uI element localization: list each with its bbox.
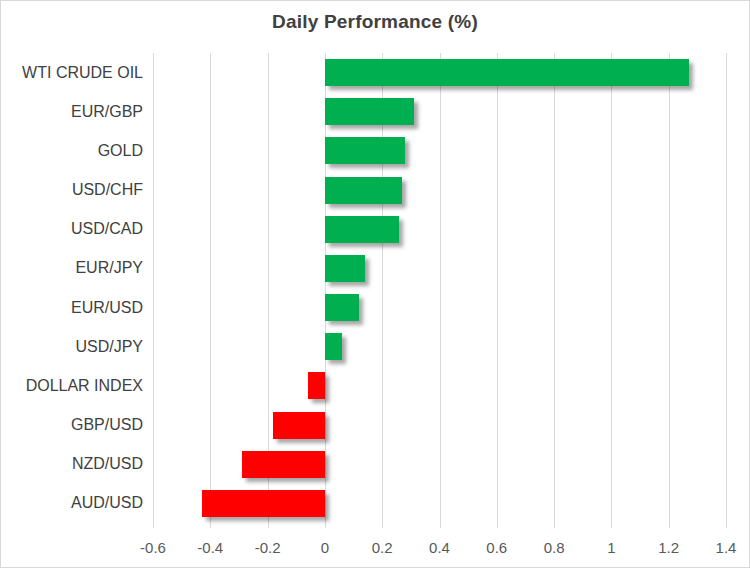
category-label: USD/CAD: [1, 210, 143, 249]
bar-eur-jpy: [325, 255, 365, 282]
x-tick-label: 0.2: [352, 539, 412, 556]
x-tick-label: 1.2: [639, 539, 699, 556]
gridline: [440, 53, 441, 528]
gridline: [210, 53, 211, 528]
x-tick-label: 0: [295, 539, 355, 556]
bar-eur-gbp: [325, 98, 414, 125]
category-label: GOLD: [1, 131, 143, 170]
bar-gold: [325, 137, 405, 164]
bar-usd-cad: [325, 216, 399, 243]
bar-usd-jpy: [325, 333, 342, 360]
bar-nzd-usd: [242, 451, 325, 478]
x-tick-label: 1: [581, 539, 641, 556]
category-label: EUR/USD: [1, 288, 143, 327]
bar-usd-chf: [325, 177, 402, 204]
x-tick-label: 1.4: [696, 539, 750, 556]
gridline: [554, 53, 555, 528]
category-label: AUD/USD: [1, 484, 143, 523]
x-tick-label: -0.4: [180, 539, 240, 556]
gridline: [726, 53, 727, 528]
gridline: [153, 53, 154, 528]
category-label: USD/CHF: [1, 171, 143, 210]
daily-performance-chart: Daily Performance (%) WTI CRUDE OILEUR/G…: [0, 0, 750, 568]
x-tick-label: -0.6: [123, 539, 183, 556]
gridline: [497, 53, 498, 528]
bar-aud-usd: [202, 490, 325, 517]
chart-title: Daily Performance (%): [1, 11, 749, 33]
category-label: WTI CRUDE OIL: [1, 53, 143, 92]
gridline: [669, 53, 670, 528]
category-label: NZD/USD: [1, 445, 143, 484]
bar-gbp-usd: [273, 412, 325, 439]
category-label: GBP/USD: [1, 406, 143, 445]
category-label: USD/JPY: [1, 327, 143, 366]
category-label: DOLLAR INDEX: [1, 366, 143, 405]
bar-eur-usd: [325, 294, 359, 321]
gridline: [611, 53, 612, 528]
x-tick-label: -0.2: [238, 539, 298, 556]
bar-wti-crude-oil: [325, 59, 689, 86]
x-tick-label: 0.4: [410, 539, 470, 556]
category-label: EUR/GBP: [1, 92, 143, 131]
bar-dollar-index: [308, 372, 325, 399]
category-label: EUR/JPY: [1, 249, 143, 288]
x-tick-label: 0.6: [467, 539, 527, 556]
x-tick-label: 0.8: [524, 539, 584, 556]
